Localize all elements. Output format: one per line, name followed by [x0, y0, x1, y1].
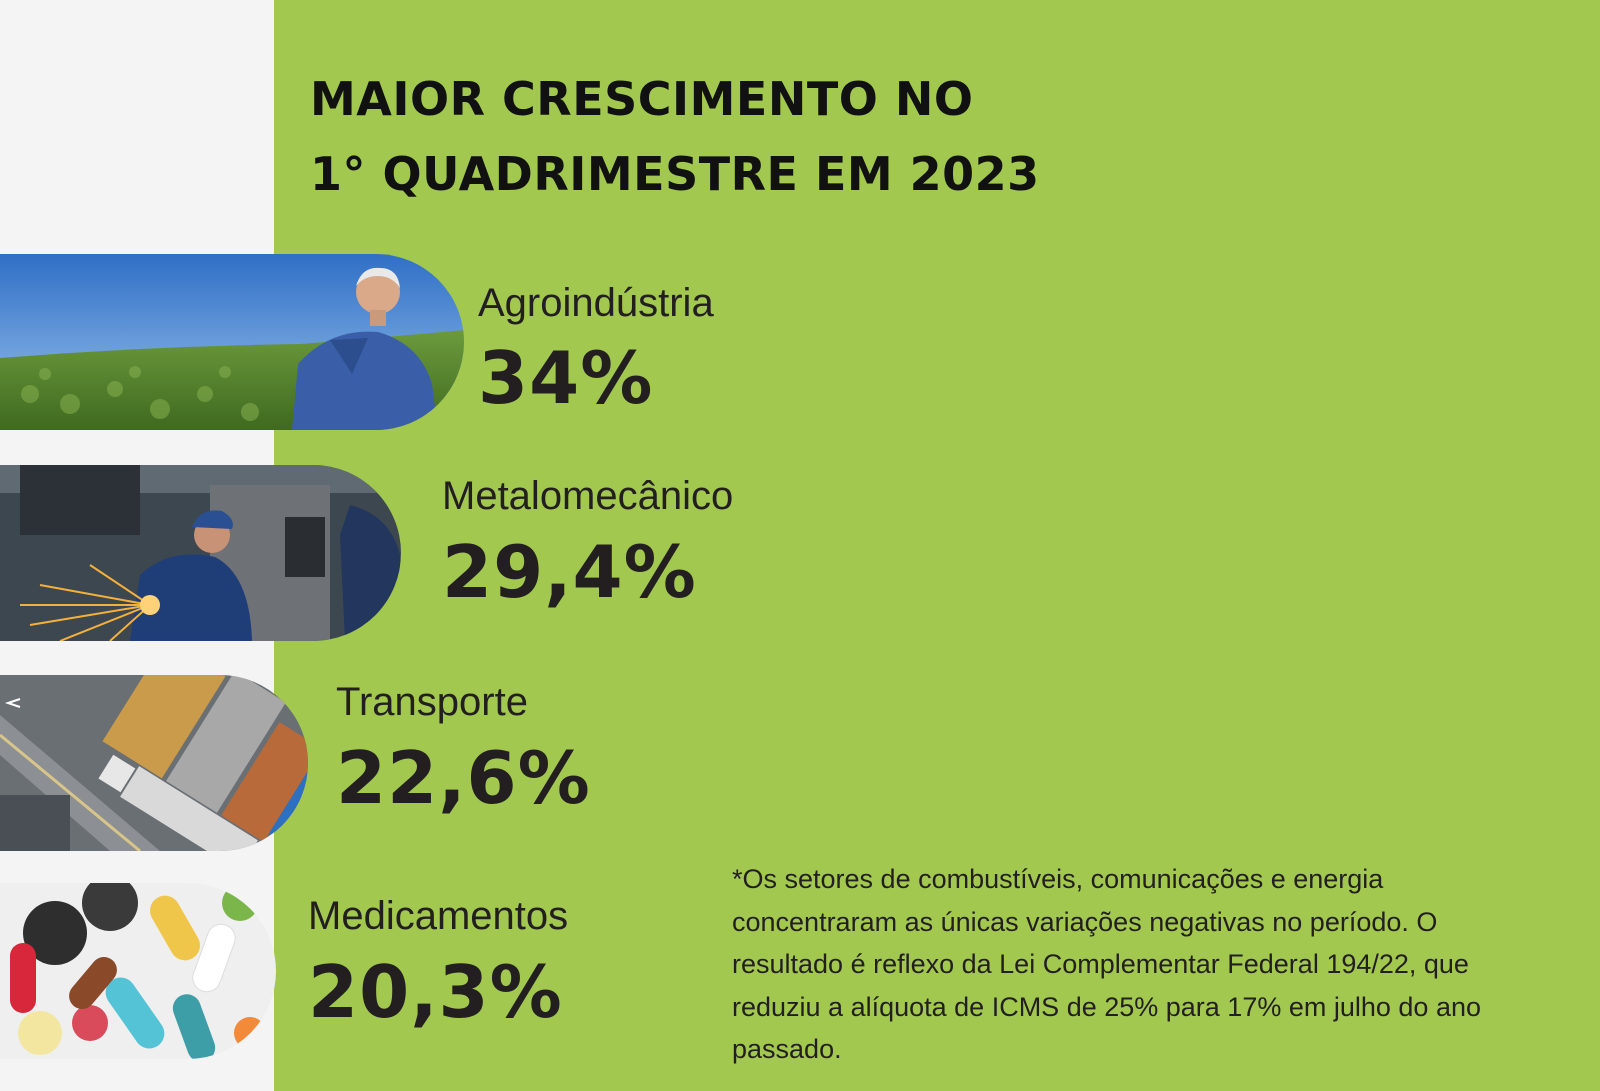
- footnote: *Os setores de combustíveis, comunicaçõe…: [732, 864, 1481, 1064]
- sector-name-transporte: Transporte: [336, 680, 528, 724]
- sector-name-medicamentos: Medicamentos: [308, 894, 569, 938]
- chart-title: MAIOR CRESCIMENTO NO 1° QUADRIMESTRE EM …: [310, 62, 1040, 212]
- farmer-in-field-icon: [0, 254, 464, 430]
- sector-name-metalomecanico: Metalomecânico: [442, 474, 734, 518]
- sector-name-agroindustria: Agroindústria: [478, 281, 714, 325]
- agroindustria-photo: [0, 254, 464, 430]
- sector-value-transporte: 22,6%: [336, 736, 591, 820]
- pills-icon: [0, 883, 276, 1059]
- sector-value-medicamentos: 20,3%: [308, 950, 563, 1034]
- metalomecanico-photo: [0, 465, 401, 641]
- green-background-panel: [274, 0, 1600, 1091]
- chart-title-line-1: MAIOR CRESCIMENTO NO: [310, 72, 974, 126]
- sector-value-agroindustria: 34%: [478, 336, 654, 420]
- container-truck-icon: [0, 675, 308, 851]
- metalworker-grinding-icon: [0, 465, 401, 641]
- transporte-photo: [0, 675, 308, 851]
- medicamentos-photo: [0, 883, 276, 1059]
- chart-title-line-2: 1° QUADRIMESTRE EM 2023: [310, 147, 1040, 201]
- sector-value-metalomecanico: 29,4%: [442, 530, 697, 614]
